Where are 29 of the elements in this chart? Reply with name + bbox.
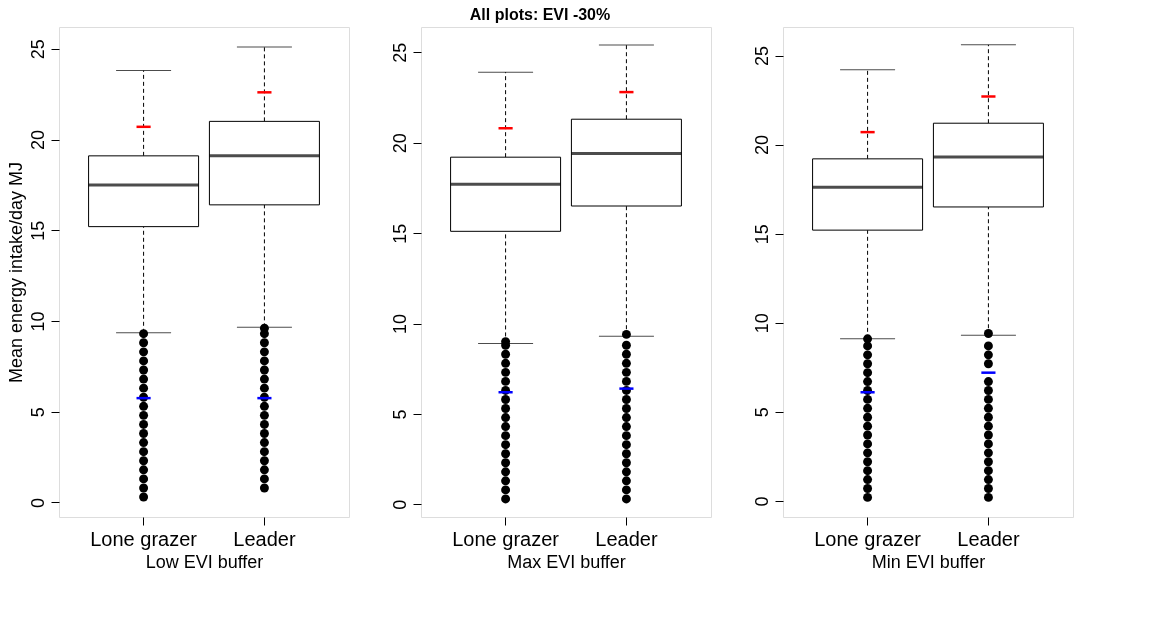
y-axis-title: Mean energy intake/day MJ: [5, 161, 26, 384]
x-axis-title: Min EVI buffer: [871, 551, 986, 572]
y-tick-label: 5: [389, 409, 410, 420]
y-tick-label: 5: [751, 407, 772, 418]
y-tick-label: 10: [27, 311, 48, 332]
y-tick-label: 25: [27, 39, 48, 60]
y-tick-label: 0: [27, 497, 48, 508]
chart-title: All plots: EVI -30%: [469, 5, 611, 23]
y-tick-label: 15: [27, 220, 48, 241]
y-tick-label: 20: [27, 130, 48, 151]
x-tick-label: Lone grazer: [90, 527, 198, 550]
y-tick-label: 25: [389, 42, 410, 63]
y-tick-label: 15: [389, 223, 410, 244]
y-tick-label: 25: [751, 45, 772, 67]
x-axis-title: Max EVI buffer: [507, 551, 626, 572]
y-tick-label: 0: [389, 499, 410, 510]
x-tick-label: Lone grazer: [814, 527, 922, 550]
y-tick-label: 20: [751, 135, 772, 156]
y-tick-label: 10: [751, 313, 772, 334]
y-tick-label: 10: [389, 314, 410, 335]
x-tick-label: Lone grazer: [452, 527, 560, 550]
y-tick-label: 15: [751, 224, 772, 245]
x-tick-label: Leader: [595, 527, 658, 550]
y-tick-label: 5: [27, 407, 48, 418]
x-axis-title: Low EVI buffer: [145, 551, 264, 572]
y-tick-label: 0: [751, 496, 772, 507]
x-tick-label: Leader: [957, 527, 1020, 550]
x-tick-label: Leader: [233, 527, 296, 550]
y-tick-label: 20: [389, 133, 410, 154]
